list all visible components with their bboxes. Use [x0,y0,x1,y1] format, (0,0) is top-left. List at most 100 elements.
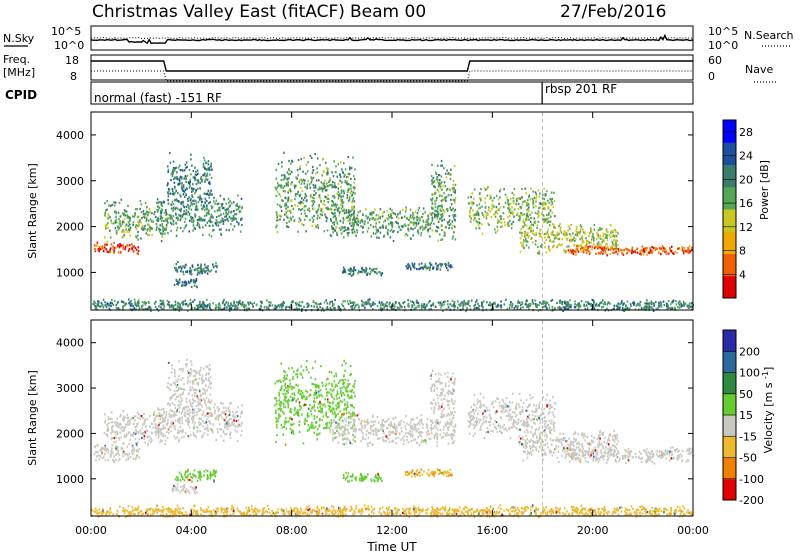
range-gate-cell [434,305,437,308]
range-gate-cell [683,304,685,307]
range-gate-cell [176,282,178,285]
range-gate-cell [189,472,191,475]
range-gate-cell [158,408,161,411]
range-gate-cell [612,251,614,255]
range-gate-cell [144,224,146,227]
range-gate-cell [397,217,400,220]
range-gate-cell [651,302,653,305]
range-gate-cell [464,304,467,307]
range-gate-cell [564,250,567,253]
range-gate-cell [194,421,196,424]
range-gate-cell [522,218,525,221]
range-gate-cell [547,245,550,248]
range-gate-cell [167,402,170,405]
range-gate-cell [177,301,179,304]
range-gate-cell [197,221,199,224]
range-gate-cell [129,419,131,422]
range-gate-cell [117,450,119,453]
range-gate-cell [191,408,194,411]
range-gate-cell [595,238,598,241]
range-gate-cell [532,200,534,203]
range-gate-cell [148,234,150,237]
range-gate-cell [315,179,318,182]
range-gate-cell [110,454,112,457]
range-gate-cell [118,438,121,441]
range-gate-cell [478,227,481,230]
range-gate-cell [181,419,183,422]
range-gate-cell [179,214,182,217]
range-gate-cell [173,206,175,209]
range-gate-cell [637,303,639,306]
range-gate-cell [600,301,603,304]
range-gate-cell [444,172,447,175]
range-gate-cell [123,209,126,212]
range-gate-cell [105,248,107,251]
range-gate-cell [281,305,283,308]
range-gate-cell [412,211,414,215]
range-gate-cell [130,300,132,303]
range-gate-cell [205,373,207,376]
range-gate-cell [197,181,199,184]
range-gate-cell [273,307,276,310]
range-gate-cell [189,205,191,208]
range-gate-cell [546,301,549,304]
range-gate-cell [209,201,211,204]
range-gate-cell [519,197,521,200]
range-gate-cell [151,233,153,237]
range-gate-cell [382,226,385,229]
range-gate-cell [220,435,222,438]
range-gate-cell [556,234,558,237]
range-gate-cell [192,433,195,437]
range-gate-cell [441,304,443,307]
range-gate-cell [189,367,192,371]
range-gate-cell [217,418,219,421]
range-gate-cell [175,395,178,398]
range-gate-cell [198,390,201,393]
range-gate-cell [357,224,359,227]
range-gate-cell [117,300,119,303]
range-gate-cell [452,207,454,210]
range-gate-cell [352,225,355,229]
range-gate-cell [613,238,615,242]
range-gate-cell [359,221,361,224]
range-gate-cell [123,427,126,431]
range-gate-cell [204,263,206,266]
range-gate-cell [178,411,181,414]
range-gate-cell [160,211,162,215]
range-gate-cell [652,246,655,250]
range-gate-cell [219,423,221,426]
range-gate-cell [188,196,190,199]
range-gate-cell [433,185,435,188]
range-gate-cell [140,415,143,418]
range-gate-cell [576,233,578,236]
range-gate-cell [229,436,232,439]
range-gate-cell [132,223,134,227]
range-gate-cell [205,178,207,181]
range-gate-cell [538,251,541,254]
range-gate-cell [167,361,170,364]
range-gate-cell [386,217,388,220]
range-gate-cell [538,211,540,214]
range-gate-cell [448,172,450,175]
range-gate-cell [155,300,157,303]
range-gate-cell [350,166,353,170]
range-gate-cell [95,451,97,454]
range-gate-cell [187,468,189,471]
range-gate-cell [413,303,416,307]
range-gate-cell [326,185,329,188]
range-gate-cell [241,303,243,306]
range-gate-cell [487,222,489,225]
range-gate-cell [207,377,210,380]
range-gate-cell [205,418,208,421]
range-gate-cell [119,244,122,247]
range-gate-cell [191,164,193,167]
range-gate-cell [344,271,347,274]
range-gate-cell [350,305,352,308]
range-gate-cell [469,211,471,215]
range-gate-cell [395,220,397,223]
range-gate-cell [229,433,231,436]
range-gate-cell [188,414,191,417]
range-gate-cell [169,151,171,155]
range-gate-cell [92,303,95,306]
range-gate-cell [384,219,386,222]
